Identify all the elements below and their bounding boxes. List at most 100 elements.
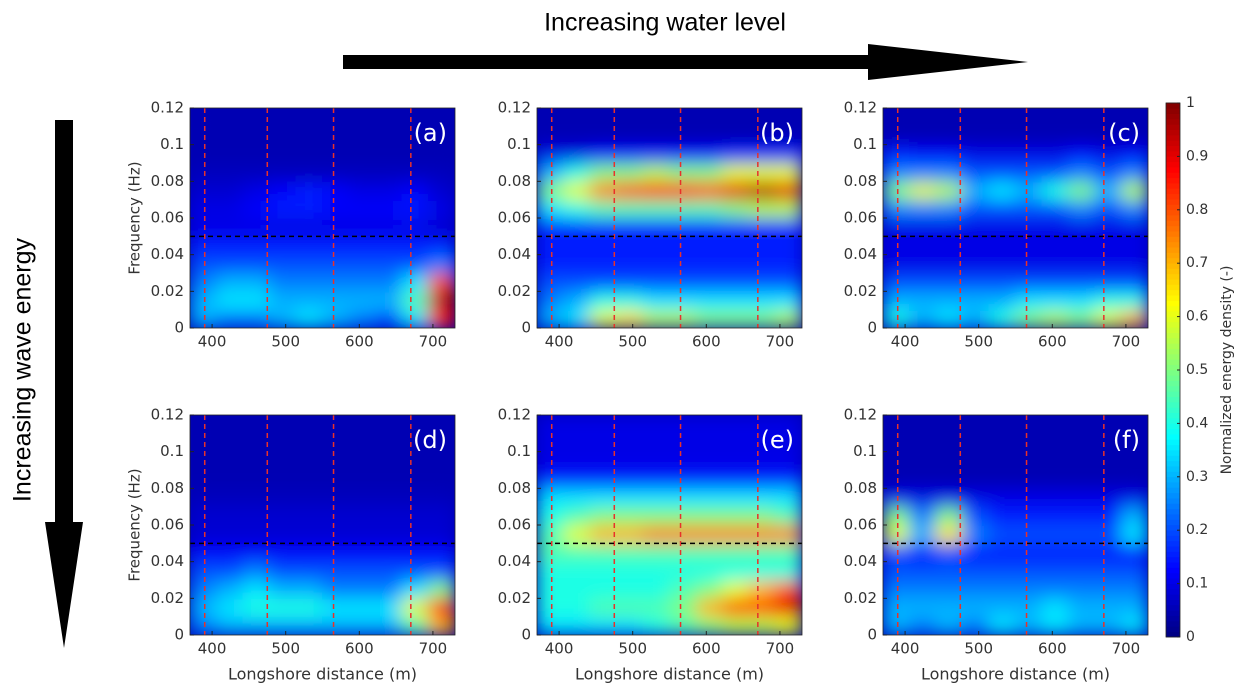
cell [883,309,910,328]
cell [1094,144,1122,164]
cell [1094,432,1122,453]
cell [375,125,403,146]
y-tick-label: 0.12 [844,99,877,117]
cell [1015,616,1043,635]
cell [295,254,323,274]
cell [669,487,697,508]
cell [988,217,1016,237]
cell [642,561,670,581]
cell [1094,542,1122,563]
cell [269,579,297,599]
cell [988,162,1016,182]
cell [401,180,429,201]
cell [1015,217,1043,237]
cell [1094,180,1122,201]
cell [935,487,963,508]
colorbar-step [1166,572,1180,579]
colorbar-step [1166,460,1180,467]
y-tick-label: 0 [174,319,184,337]
cell [1094,597,1122,618]
cell [537,616,564,635]
cell [669,597,697,618]
cell [589,415,617,434]
cell [216,309,244,328]
y-tick-label: 0.02 [844,589,877,607]
cell [642,597,670,618]
cell [269,108,297,127]
cell [348,199,376,219]
cell [269,272,297,292]
cell [269,254,297,274]
cell [269,162,297,182]
cell [616,542,644,563]
cell [1094,415,1122,434]
y-tick-label: 0.1 [853,442,877,460]
cell [748,616,776,635]
cell [216,415,244,434]
cell [216,579,244,599]
cell [537,199,564,219]
cell [322,506,350,526]
cell [883,616,910,635]
cell [616,125,644,146]
cell [269,469,297,489]
cell [216,616,244,635]
colorbar-tick-label: 0.9 [1186,148,1208,164]
cell [401,616,429,635]
cell [909,469,937,489]
cell [589,524,617,544]
y-tick-label: 0.04 [844,245,877,263]
cell [348,432,376,453]
cell [1068,290,1096,311]
colorbar-step [1166,610,1180,616]
cell [962,432,990,453]
colorbar-step [1166,359,1180,365]
cell [589,235,617,256]
cell [589,579,617,599]
y-tick-label: 0.08 [498,479,531,497]
colorbar-step [1166,593,1180,600]
cell [295,579,323,599]
cell [616,217,644,237]
cell [537,235,564,256]
x-tick-label: 500 [271,640,300,658]
cell [722,180,750,201]
colorbar-step [1166,417,1180,424]
cell [401,432,429,453]
cell [988,451,1016,471]
cell [748,432,776,453]
cell [616,235,644,256]
cell [190,415,217,434]
cell [695,597,723,618]
colorbar-step [1166,380,1180,387]
cell [962,524,990,544]
cell [1068,235,1096,256]
cell [883,272,910,292]
colorbar-gradient [1166,102,1180,638]
cell [642,432,670,453]
cell [642,217,670,237]
y-tick-label: 0.08 [844,479,877,497]
cell [988,561,1016,581]
cell [883,217,910,237]
cell [988,180,1016,201]
cell [642,108,670,127]
cell [722,125,750,146]
colorbar-step [1166,108,1180,114]
colorbar-step [1166,364,1180,371]
cell [563,309,591,328]
cell [988,272,1016,292]
cell [935,432,963,453]
cell [909,561,937,581]
cell [589,199,617,219]
cell [375,254,403,274]
cell [563,125,591,146]
cell [190,144,217,164]
cell [1094,199,1122,219]
heatmap [537,108,802,328]
cell [428,309,455,328]
cell [216,125,244,146]
cell [1068,451,1096,471]
cell [695,162,723,182]
